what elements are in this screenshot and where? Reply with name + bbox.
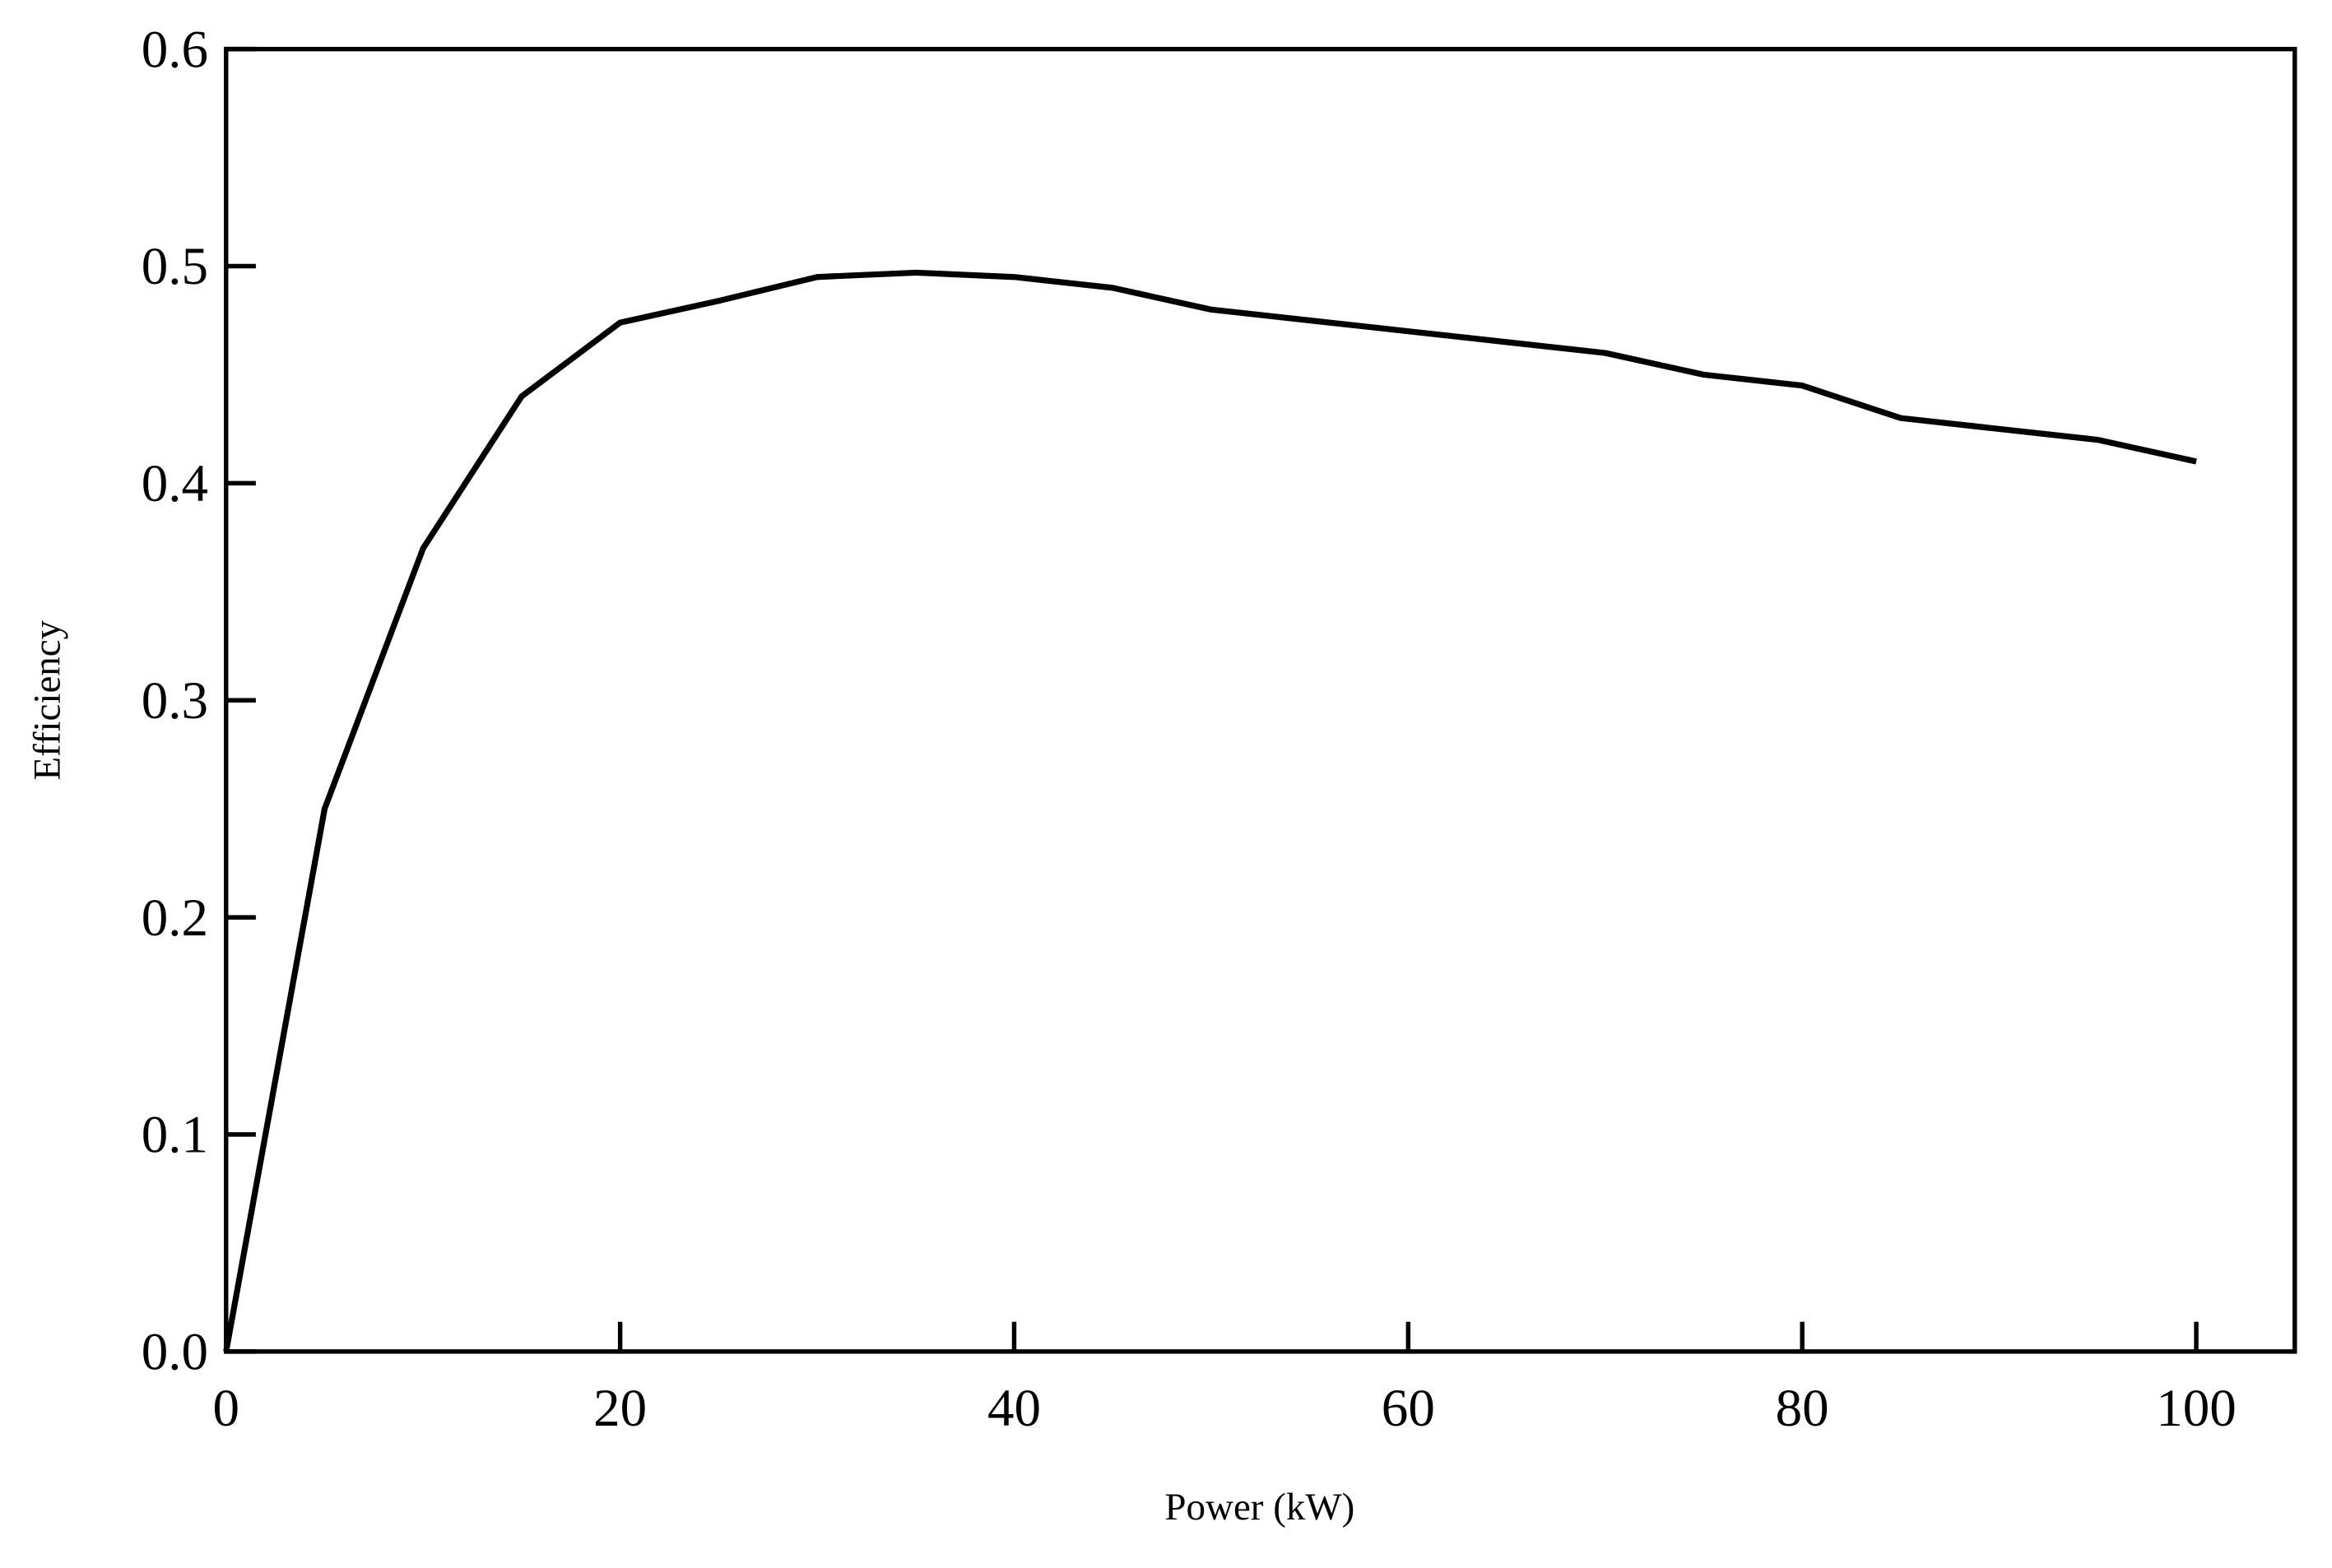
y-tick-label: 0.1 <box>142 1106 208 1165</box>
y-axis-label: Efficiency <box>26 619 68 780</box>
y-tick-label: 0.2 <box>142 888 208 948</box>
y-tick-label: 0.3 <box>142 671 208 731</box>
y-tick-label: 0.0 <box>142 1323 208 1382</box>
x-tick-label: 80 <box>1776 1379 1829 1438</box>
plot-frame <box>224 46 2297 1354</box>
y-tick-label: 0.5 <box>142 237 208 296</box>
x-tick-label: 40 <box>987 1379 1041 1438</box>
y-tick-label: 0.4 <box>142 454 208 513</box>
x-tick-label: 60 <box>1382 1379 1435 1438</box>
x-axis-label: Power (kW) <box>1164 1486 1354 1529</box>
x-tick-label: 100 <box>2156 1379 2237 1438</box>
x-tick-label: 20 <box>593 1379 647 1438</box>
x-tick-label: 0 <box>213 1379 240 1438</box>
y-tick-label: 0.6 <box>142 20 208 79</box>
line <box>223 269 2197 1352</box>
